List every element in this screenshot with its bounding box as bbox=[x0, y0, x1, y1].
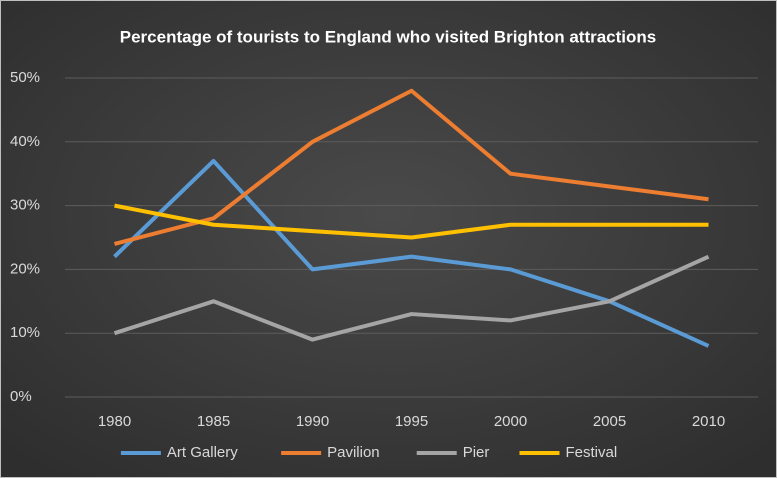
y-tick-label: 40% bbox=[10, 133, 40, 150]
y-tick-label: 50% bbox=[10, 69, 40, 86]
x-tick-label: 1985 bbox=[197, 413, 230, 430]
x-tick-label: 2010 bbox=[692, 413, 725, 430]
x-tick-label: 2005 bbox=[593, 413, 626, 430]
x-tick-label: 1995 bbox=[395, 413, 428, 430]
legend-label: Art Gallery bbox=[167, 444, 238, 461]
legend-label: Pavilion bbox=[327, 444, 380, 461]
legend-label: Pier bbox=[463, 444, 490, 461]
series-line bbox=[113, 254, 710, 342]
x-tick-label: 1990 bbox=[296, 413, 329, 430]
chart-title: Percentage of tourists to England who vi… bbox=[120, 27, 657, 46]
series-line bbox=[114, 88, 709, 246]
y-tick-label: 10% bbox=[10, 324, 40, 341]
x-tick-label: 1980 bbox=[98, 413, 131, 430]
y-tick-label: 30% bbox=[10, 197, 40, 214]
legend-label: Festival bbox=[566, 444, 618, 461]
y-tick-label: 0% bbox=[10, 388, 32, 405]
y-tick-label: 20% bbox=[10, 260, 40, 277]
x-tick-label: 2000 bbox=[494, 413, 527, 430]
series-line bbox=[114, 203, 709, 240]
